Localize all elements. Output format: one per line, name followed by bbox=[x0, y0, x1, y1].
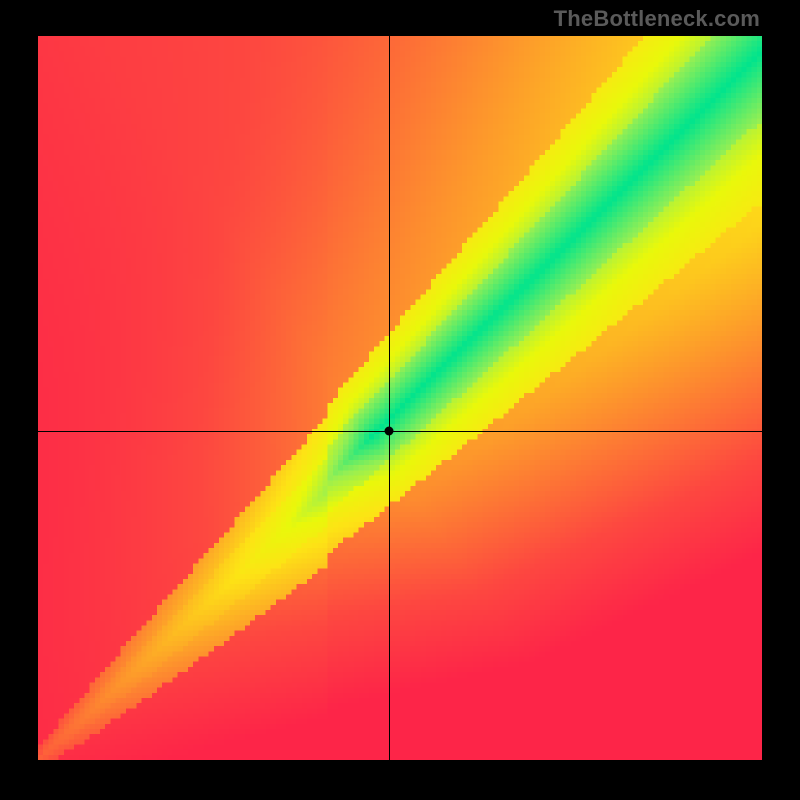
heatmap-canvas bbox=[38, 36, 762, 760]
crosshair-dot bbox=[385, 426, 394, 435]
crosshair-horizontal bbox=[38, 431, 762, 432]
chart-container: { "watermark": { "text": "TheBottleneck.… bbox=[0, 0, 800, 800]
watermark-text: TheBottleneck.com bbox=[554, 6, 760, 32]
heatmap-plot-area bbox=[38, 36, 762, 760]
crosshair-vertical bbox=[389, 36, 390, 760]
